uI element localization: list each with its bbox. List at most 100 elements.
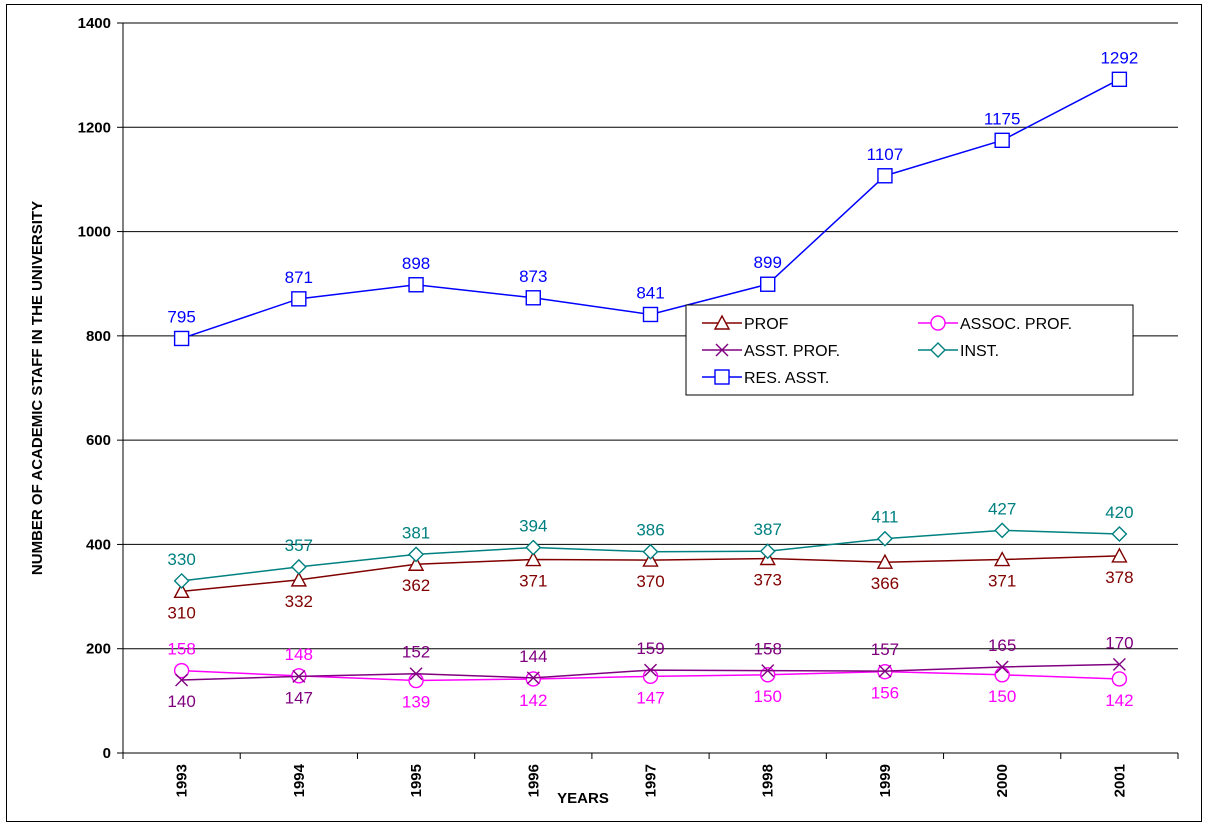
data-label: 357: [285, 536, 313, 555]
data-label: 158: [754, 640, 782, 659]
x-stroke: [995, 660, 1009, 674]
x-tick-label: 2000: [994, 764, 1011, 797]
data-point: [291, 291, 307, 307]
data-label: 310: [167, 603, 195, 622]
data-label: 165: [988, 636, 1016, 655]
data-label: 394: [519, 517, 547, 536]
data-point: [642, 306, 659, 323]
data-label: 159: [636, 639, 664, 658]
x-stroke: [644, 663, 657, 677]
data-label: 150: [988, 687, 1016, 706]
data-label: 873: [519, 267, 547, 286]
x-tick-label: 2001: [1111, 764, 1128, 797]
data-label: 1292: [1100, 48, 1138, 67]
x-tick-label: 1997: [643, 764, 660, 797]
x-stroke: [1112, 657, 1126, 671]
data-labels: 310 332 362 371 370 373 366 371 378 158 148 139 142 1…: [167, 48, 1138, 711]
y-axis-title: NUMBER OF ACADEMIC STAFF IN THE UNIVERSI…: [29, 201, 46, 575]
y-tick-label: 800: [86, 328, 111, 345]
y-tick-label: 1400: [78, 15, 111, 32]
x-tick-label: 1995: [408, 764, 425, 797]
data-point: [409, 667, 423, 681]
x-stroke: [292, 669, 306, 683]
x-axis-title: YEARS: [557, 790, 609, 807]
y-tick-label: 1000: [78, 224, 111, 241]
chart-frame: [6, 4, 1202, 822]
data-point: [408, 672, 424, 689]
data-point: [642, 668, 659, 685]
data-point: [993, 551, 1011, 567]
data-point: [525, 539, 542, 556]
data-point: [994, 522, 1011, 539]
data-label: 795: [167, 307, 195, 326]
legend-entry: PROF: [702, 314, 789, 333]
data-label: 362: [402, 576, 430, 595]
x-tick-label: 1994: [291, 763, 308, 797]
y-tick-label: 400: [86, 536, 111, 553]
data-label: 152: [402, 643, 430, 662]
data-label: 158: [167, 640, 195, 659]
data-label: 420: [1105, 503, 1133, 522]
y-tick-label: 600: [86, 432, 111, 449]
data-label: 370: [636, 572, 664, 591]
data-point: [173, 662, 190, 679]
data-point: [407, 555, 425, 571]
data-label: 378: [1105, 568, 1133, 587]
legend-marker: [930, 342, 946, 358]
data-label: 427: [988, 499, 1016, 518]
data-point: [877, 168, 893, 184]
data-point: [878, 664, 892, 678]
data-point: [995, 660, 1009, 674]
x-tick-label: 1998: [760, 764, 777, 797]
data-label: 386: [636, 521, 664, 540]
legend-label: INST.: [960, 343, 999, 360]
legend: PROF ASSOC. PROF. ASST. PROF. INST. RES. ASS…: [685, 304, 1134, 396]
data-point: [994, 132, 1010, 149]
x-stroke: [878, 664, 892, 678]
data-label: 1175: [984, 109, 1021, 128]
legend-label: PROF: [744, 316, 789, 333]
data-label: 871: [285, 268, 313, 287]
data-label: 387: [754, 520, 782, 539]
legend-marker: [714, 369, 730, 385]
x-tick-label: 1996: [525, 764, 542, 797]
y-tick-label: 1200: [78, 119, 111, 136]
data-label: 142: [1105, 691, 1133, 710]
legend-marker: [930, 315, 946, 331]
x-stroke: [715, 343, 729, 357]
series-res-asst: [173, 71, 1128, 347]
data-label: 411: [871, 508, 898, 527]
data-point: [1112, 657, 1126, 671]
x-stroke: [175, 673, 189, 687]
data-label: 156: [871, 684, 899, 703]
x-stroke: [761, 664, 775, 678]
data-point: [290, 558, 307, 575]
legend-label: RES. ASST.: [744, 370, 829, 387]
data-point: [290, 571, 308, 587]
legend-entry: INST.: [918, 342, 999, 360]
x-tick-label: 1999: [877, 764, 894, 797]
legend-label: ASSOC. PROF.: [960, 316, 1072, 333]
data-point: [526, 671, 540, 685]
legend-label: ASST. PROF.: [744, 343, 840, 360]
legend-entry: ASSOC. PROF.: [918, 315, 1072, 333]
y-tick-label: 200: [86, 641, 111, 658]
series-inst: [173, 522, 1128, 589]
data-point: [173, 582, 190, 599]
legend-entry: RES. ASST.: [702, 369, 829, 387]
data-point: [292, 669, 306, 683]
data-label: 147: [636, 688, 664, 707]
data-point: [642, 543, 659, 560]
data-label: 371: [519, 572, 547, 591]
data-point: [173, 572, 190, 589]
data-label: 373: [754, 571, 782, 590]
data-point: [1111, 526, 1128, 542]
data-label: 841: [636, 283, 664, 302]
data-label: 157: [871, 640, 899, 659]
series-prof: [173, 547, 1128, 599]
data-label: 898: [402, 254, 430, 273]
data-label: 142: [519, 691, 547, 710]
data-point: [408, 546, 425, 563]
data-point: [644, 663, 657, 677]
